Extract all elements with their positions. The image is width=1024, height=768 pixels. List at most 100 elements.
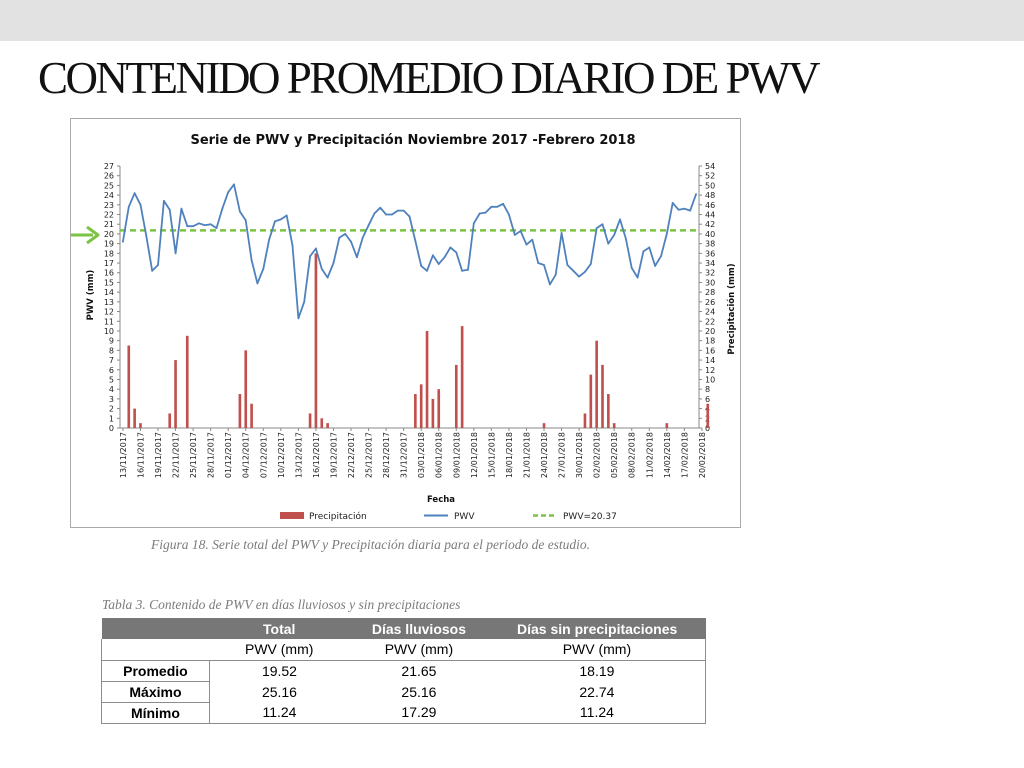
slide-title: CONTENIDO PROMEDIO DIARIO DE PWV bbox=[38, 53, 820, 103]
pwv-stats-table: Total Días lluviosos Días sin precipitac… bbox=[101, 618, 706, 724]
x-tick-label: 13/12/2017 bbox=[294, 432, 303, 478]
legend-label-precipitacion: Precipitación bbox=[309, 511, 367, 522]
pwv-point bbox=[484, 211, 487, 214]
table-units-cell: PWV (mm) bbox=[349, 639, 489, 661]
table-cell: 22.74 bbox=[579, 683, 615, 700]
pwv-point bbox=[455, 251, 458, 254]
table-row: Mínimo 11.24 17.29 11.24 bbox=[101, 702, 706, 724]
y-tick-label: 13 bbox=[104, 298, 114, 307]
y-tick-label: 6 bbox=[109, 366, 114, 375]
pwv-line-group bbox=[122, 183, 697, 320]
table-units-cell: PWV (mm) bbox=[488, 639, 706, 661]
x-tick-label: 17/02/2018 bbox=[680, 432, 689, 478]
y-tick-label: 24 bbox=[104, 191, 114, 200]
pwv-point bbox=[262, 267, 265, 270]
x-tick-label: 16/12/2017 bbox=[312, 432, 321, 478]
x-tick-label: 19/12/2017 bbox=[329, 432, 338, 478]
pwv-point bbox=[449, 246, 452, 249]
x-tick-label: 25/12/2017 bbox=[365, 432, 374, 478]
y2-tick-label: 20 bbox=[705, 327, 715, 336]
y2-tick-label: 34 bbox=[705, 259, 715, 268]
x-tick-label: 02/02/2018 bbox=[593, 432, 602, 478]
y2-tick-label: 32 bbox=[705, 269, 715, 278]
axes-frame bbox=[119, 166, 700, 429]
pwv-point bbox=[233, 183, 235, 186]
pwv-point bbox=[531, 238, 534, 241]
precipitation-bar bbox=[612, 423, 616, 428]
pwv-point bbox=[642, 250, 645, 253]
pwv-point bbox=[578, 275, 581, 278]
x-tick-label: 11/02/2018 bbox=[645, 432, 654, 478]
precipitation-bars bbox=[127, 253, 710, 428]
precipitation-bar bbox=[174, 360, 177, 428]
y2-tick-label: 24 bbox=[705, 308, 715, 317]
pwv-point bbox=[344, 233, 347, 235]
precipitation-bar bbox=[326, 423, 329, 428]
pwv-point bbox=[490, 205, 493, 208]
y-tick-label: 10 bbox=[104, 327, 114, 336]
y2-tick-label: 48 bbox=[705, 191, 715, 200]
table-header-row: Total Días lluviosos Días sin precipitac… bbox=[101, 618, 706, 639]
precipitation-bar bbox=[595, 340, 598, 428]
pwv-point bbox=[648, 246, 651, 249]
pwv-point bbox=[168, 208, 171, 211]
precipitation-bar bbox=[133, 408, 136, 428]
pwv-point bbox=[139, 203, 142, 206]
table-row: Máximo 25.16 25.16 22.74 bbox=[101, 681, 706, 703]
pwv-point bbox=[566, 264, 569, 266]
pwv-point bbox=[379, 206, 382, 209]
y2-tick-label: 52 bbox=[705, 172, 715, 181]
x-tick-label: 15/01/2018 bbox=[487, 432, 496, 478]
pwv-point bbox=[133, 192, 136, 195]
precipitation-bar bbox=[320, 418, 324, 428]
x-tick-label: 25/11/2017 bbox=[189, 432, 198, 478]
figure-caption: Figura 18. Serie total del PWV y Precipi… bbox=[151, 537, 591, 552]
pwv-point bbox=[513, 233, 516, 236]
pwv-point bbox=[391, 213, 393, 216]
pwv-point bbox=[548, 283, 551, 286]
y2-axis-ticks: 0246810121416182022242628303234363840424… bbox=[699, 162, 715, 433]
pwv-point bbox=[174, 252, 177, 255]
pwv-point bbox=[461, 269, 464, 272]
pwv-point bbox=[595, 227, 598, 230]
x-tick-label: 01/12/2017 bbox=[224, 432, 233, 478]
y-tick-label: 17 bbox=[104, 259, 114, 268]
pwv-point bbox=[385, 213, 388, 216]
pwv-point bbox=[151, 269, 154, 272]
table-header-cell: Días sin precipitaciones bbox=[488, 618, 706, 639]
pwv-point bbox=[601, 223, 604, 226]
table-cell: 21.65 bbox=[401, 662, 437, 679]
x-tick-label: 22/12/2017 bbox=[347, 432, 356, 478]
pwv-point bbox=[186, 225, 189, 228]
y-tick-label: 0 bbox=[109, 424, 114, 433]
y-tick-label: 3 bbox=[109, 395, 114, 404]
pwv-point bbox=[408, 215, 411, 218]
precipitation-bar bbox=[583, 413, 587, 428]
y2-tick-label: 40 bbox=[705, 230, 715, 239]
y-tick-label: 16 bbox=[104, 269, 114, 278]
pwv-point bbox=[683, 207, 686, 210]
y2-tick-label: 10 bbox=[705, 375, 715, 384]
pwv-point bbox=[303, 300, 306, 303]
x-tick-label: 16/11/2017 bbox=[136, 432, 145, 478]
y2-tick-label: 8 bbox=[705, 385, 710, 394]
pwv-point bbox=[315, 247, 317, 250]
pwv-point bbox=[624, 237, 627, 240]
precipitation-bar bbox=[454, 364, 458, 428]
y2-tick-label: 36 bbox=[705, 249, 715, 258]
precipitation-bar bbox=[665, 423, 669, 428]
y-tick-label: 1 bbox=[109, 414, 114, 423]
pwv-point bbox=[244, 219, 247, 222]
y-tick-label: 26 bbox=[104, 172, 114, 181]
x-tick-label: 12/01/2018 bbox=[470, 432, 479, 478]
x-tick-label: 24/01/2018 bbox=[540, 432, 549, 478]
pwv-point bbox=[619, 218, 621, 221]
pwv-point bbox=[221, 207, 224, 210]
pwv-point bbox=[654, 265, 657, 267]
pwv-point bbox=[467, 268, 469, 271]
reference-arrow-head bbox=[86, 225, 100, 245]
table-header-cell: Total bbox=[209, 618, 350, 639]
precipitation-bar bbox=[431, 398, 435, 428]
pwv-point bbox=[496, 205, 499, 208]
y-tick-label: 2 bbox=[109, 405, 114, 414]
